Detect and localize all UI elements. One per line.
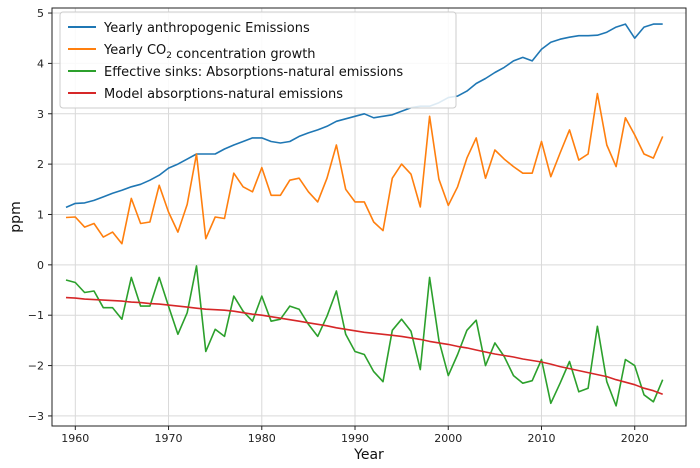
y-tick-label: 3 [37,108,44,121]
plot-frame [51,7,687,427]
x-tick-label: 1990 [341,432,369,445]
series-line-1 [65,23,663,209]
x-tick-label: 1980 [248,432,276,445]
legend-label: Model absorptions-natural emissions [104,87,343,102]
x-axis-title: Year [353,447,384,463]
y-tick-label: 4 [37,57,44,70]
legend-label: Yearly anthropogenic Emissions [103,21,310,36]
y-tick-label: −1 [28,309,44,322]
y-tick-label: 1 [37,208,44,221]
legend: Yearly anthropogenic Emissions Yearly CO2… [59,11,457,109]
y-tick-label: −2 [28,360,44,373]
y-axis-title: ppm [8,201,24,232]
series-line-2 [65,92,664,245]
y-tick-label: −3 [28,410,44,423]
y-tick-label: 2 [37,158,44,171]
legend-label: Effective sinks: Absorptions-natural emi… [104,65,403,80]
x-axis-ticks: 1960 1970 1980 1990 2000 2010 2020 [61,426,649,445]
y-tick-label: 0 [37,259,44,272]
series-lines [65,23,664,407]
legend-label: Yearly CO2 concentration growth [103,43,316,62]
legend-box [59,11,457,109]
series-line-4 [65,296,663,396]
x-tick-label: 2010 [527,432,555,445]
y-tick-label: 5 [37,7,44,20]
x-tick-label: 1960 [61,432,89,445]
grid [52,8,686,426]
x-tick-label: 2020 [621,432,649,445]
x-tick-label: 2000 [434,432,462,445]
series-line-3 [65,265,664,407]
y-axis-ticks: −3 −2 −1 0 1 2 3 4 5 [28,7,52,423]
x-tick-label: 1970 [155,432,183,445]
